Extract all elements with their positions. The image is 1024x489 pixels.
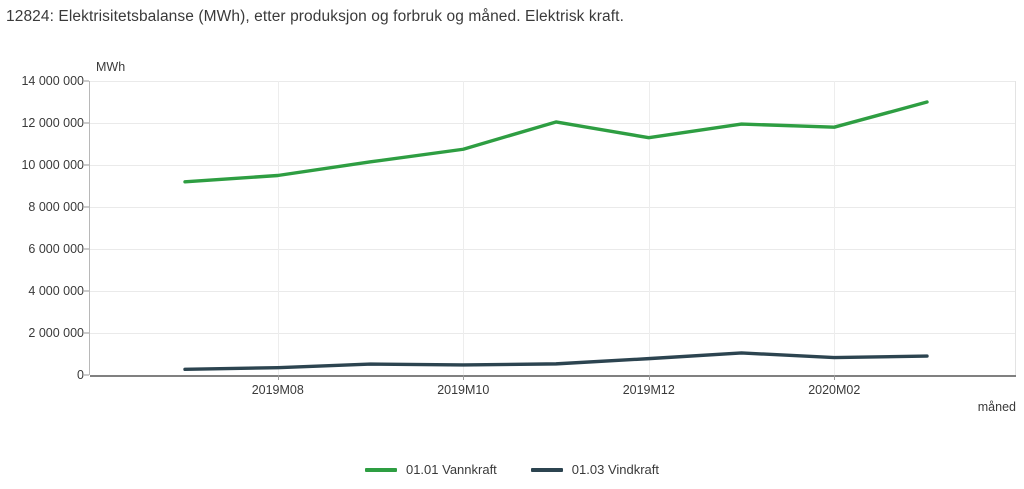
- y-axis-tick-mark: [84, 374, 89, 376]
- y-axis-tick-mark: [84, 290, 89, 292]
- x-axis-tick-label: 2020M02: [808, 383, 861, 397]
- gridline-horizontal: [90, 249, 1015, 250]
- y-axis-tick-label: 4 000 000: [28, 284, 84, 298]
- legend-swatch-icon: [364, 467, 397, 472]
- y-axis-tick-mark: [84, 332, 89, 334]
- y-axis-tick-mark: [84, 248, 89, 250]
- y-axis-tick-label: 10 000 000: [21, 158, 84, 172]
- x-axis-tick-label: 2019M12: [622, 383, 675, 397]
- legend-item-label: 01.03 Vindkraft: [571, 462, 660, 477]
- y-axis-tick-mark: [84, 206, 89, 208]
- gridline-vertical: [648, 81, 650, 375]
- x-axis-tick-label: 2019M10: [437, 383, 490, 397]
- x-axis-tick-mark: [463, 375, 465, 380]
- legend-item-label: 01.01 Vannkraft: [405, 462, 497, 477]
- gridline-vertical: [277, 81, 279, 375]
- y-axis-tick-label: 12 000 000: [21, 116, 84, 130]
- legend-item[interactable]: 01.03 Vindkraft: [530, 462, 660, 477]
- y-axis-tick-label: 8 000 000: [28, 200, 84, 214]
- y-axis-tick-label: 14 000 000: [21, 74, 84, 88]
- gridline-horizontal: [90, 291, 1015, 292]
- y-axis-line: [89, 81, 90, 375]
- chart-legend: 01.01 Vannkraft 01.03 Vindkraft: [0, 462, 1024, 477]
- y-axis-tick-label: 2 000 000: [28, 326, 84, 340]
- x-axis-tick-mark: [834, 375, 836, 380]
- gridline-horizontal: [90, 123, 1015, 124]
- gridline-horizontal: [90, 333, 1015, 334]
- chart-title: 12824: Elektrisitetsbalanse (MWh), etter…: [6, 8, 624, 25]
- x-axis-tick-label: 2019M08: [251, 383, 304, 397]
- legend-item[interactable]: 01.01 Vannkraft: [364, 462, 497, 477]
- y-axis-tick-label: 6 000 000: [28, 242, 84, 256]
- gridline-horizontal: [90, 81, 1015, 82]
- y-axis-tick-label: 0: [77, 368, 84, 382]
- x-axis-tick-mark: [648, 375, 650, 380]
- y-axis-unit-label: MWh: [96, 60, 126, 74]
- y-axis-tick-mark: [84, 122, 89, 124]
- plot-area: [90, 81, 1016, 375]
- legend-swatch-icon: [530, 467, 563, 472]
- gridline-horizontal: [90, 165, 1015, 166]
- y-axis-tick-mark: [84, 80, 89, 82]
- y-axis-tick-mark: [84, 164, 89, 166]
- x-axis-tick-mark: [277, 375, 279, 380]
- gridline-vertical: [834, 81, 836, 375]
- x-axis-title: måned: [977, 400, 1016, 414]
- gridline-vertical: [463, 81, 465, 375]
- x-axis-line: [90, 375, 1016, 377]
- gridline-horizontal: [90, 207, 1015, 208]
